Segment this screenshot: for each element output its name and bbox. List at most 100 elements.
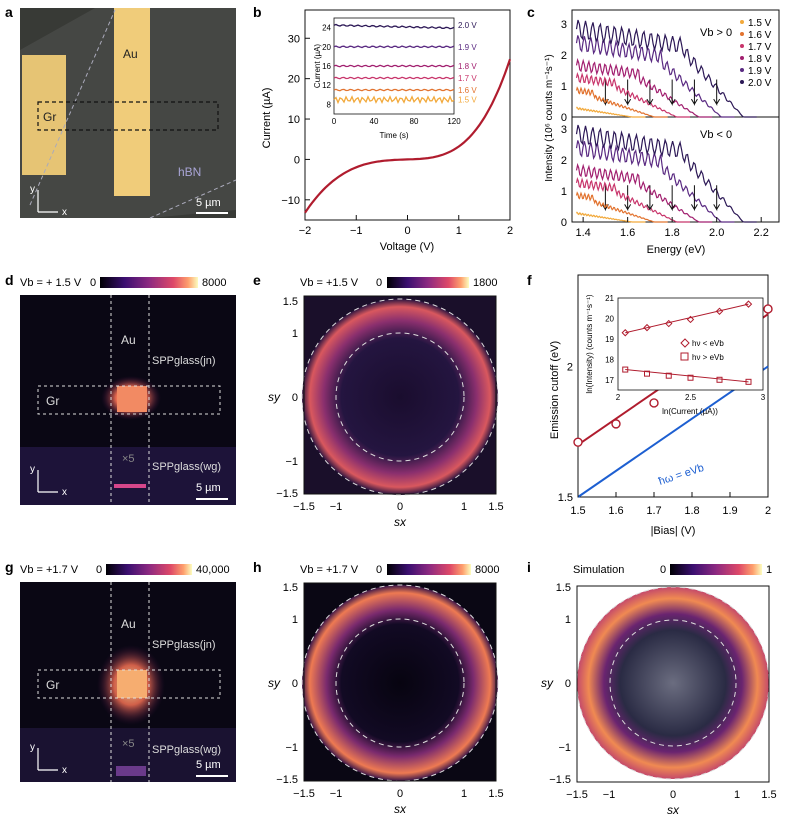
legend-c: 1.6 V (748, 30, 772, 41)
ytick-k: −1 (285, 456, 298, 468)
inset-ytick-f: 21 (605, 294, 614, 303)
xtick-f: 2 (765, 505, 771, 517)
ytick-b: 0 (294, 154, 300, 166)
gr-label-d: Gr (46, 394, 59, 408)
axis-frame-f (577, 274, 769, 498)
inset-point-f (716, 376, 723, 383)
panel-label-h: h (253, 559, 262, 575)
colorbar-g (106, 564, 192, 575)
spectrum-c (575, 106, 646, 118)
ytick-k: 1.5 (283, 582, 298, 594)
ytick-k: −1.5 (549, 774, 571, 786)
cbar-max-d: 8000 (202, 277, 226, 289)
xtick-k: 1.5 (761, 789, 776, 801)
xtick-b: −1 (350, 225, 363, 237)
ytick-k: 1 (565, 614, 571, 626)
spp2-label-g: SPPglass(wg) (152, 744, 221, 756)
inset-trace-b (333, 94, 455, 105)
cutoff-point (573, 437, 583, 447)
inset-xtick-f: 2.5 (685, 393, 697, 402)
ytick-f: 1.5 (558, 492, 573, 504)
xtick-b: 2 (507, 225, 513, 237)
xtick-k: 1.5 (488, 501, 503, 513)
inset-point-f (744, 300, 753, 308)
panel-i: i Simulation 0 1 −1.5 −1.5 −1 −1 0 0 1 1 1.5 1.5 s… (527, 559, 777, 817)
spectrum-c (575, 211, 646, 223)
cbar-min-e: 0 (376, 277, 382, 289)
legend-c: 2.0 V (748, 78, 772, 89)
inset-point-f (665, 372, 672, 379)
ylabel-k: sy (268, 676, 281, 690)
inset-trace-b (333, 76, 455, 80)
scale-bar-label: 5 µm (196, 197, 221, 209)
ytick-c: 1 (561, 186, 567, 198)
legend1-f: hν < eVb (692, 339, 724, 348)
ytick-c: 3 (561, 19, 567, 31)
spp2-label-d: SPPglass(wg) (152, 461, 221, 473)
inset-series-label-b: 1.5 V (458, 96, 477, 105)
xtick-f: 1.9 (722, 505, 737, 517)
colorbar-i (670, 564, 762, 575)
inset-trace-b (333, 88, 455, 92)
inset-ytick-b: 12 (322, 81, 331, 90)
xtick-k: −1 (603, 789, 616, 801)
gr-label-g: Gr (46, 678, 59, 692)
axis-x-label-g: x (62, 765, 67, 776)
colorbar-h (387, 564, 471, 575)
cbar-min-h: 0 (376, 564, 382, 576)
vb-label-g: Vb = +1.7 V (20, 564, 79, 576)
xtick-k: 1 (461, 501, 467, 513)
xtick-k: 0 (670, 789, 676, 801)
cutoff-point (763, 304, 773, 314)
inset-ytick-f: 18 (605, 355, 614, 364)
hbn-label: hBN (178, 165, 201, 179)
k-space-sim-i (577, 587, 769, 779)
xtick-k: −1 (330, 788, 343, 800)
gr-label: Gr (43, 110, 56, 124)
inset-ytick-b: 24 (322, 24, 331, 33)
xtick-b: 1 (456, 225, 462, 237)
xtick-k: 0 (397, 788, 403, 800)
k-space-image-e (302, 299, 498, 495)
ytick-b: 30 (288, 33, 300, 45)
spectrum-c (575, 124, 757, 223)
vb-label-e: Vb = +1.5 V (300, 277, 359, 289)
inset-point-f (643, 323, 651, 332)
ytick-k: 1 (292, 328, 298, 340)
axis-y-label-g: y (30, 742, 35, 753)
cbar-min-d: 0 (90, 277, 96, 289)
ytick-c: 2 (561, 155, 567, 167)
legend-c: 1.5 V (748, 18, 772, 29)
ytick-k: 1.5 (283, 296, 298, 308)
panel-label-g: g (5, 559, 14, 575)
ytick-b: 10 (288, 114, 300, 126)
c-bottom-label: Vb < 0 (700, 129, 732, 141)
inset-xtick-b: 0 (332, 117, 337, 126)
panel-d: d Vb = + 1.5 V 0 8000 Au Gr SPPglass(jn)… (5, 272, 236, 505)
xtick-c: 1.6 (620, 227, 635, 239)
panel-label-i: i (527, 559, 531, 575)
panel-label-f: f (527, 272, 532, 288)
inset-xtick-b: 40 (370, 117, 379, 126)
spectrum-c (575, 71, 690, 118)
inset-xtick-b: 80 (410, 117, 419, 126)
ytick-k: −1.5 (276, 774, 298, 786)
xtick-c: 1.8 (665, 227, 680, 239)
panel-h: h Vb = +1.7 V 0 8000 −1.5 −1.5 −1 −1 0 0 1 1 1.5… (253, 559, 504, 816)
au-label: Au (123, 47, 138, 61)
ylabel-b: Current (µA) (261, 88, 273, 149)
xtick-k: 1.5 (488, 788, 503, 800)
ytick-k: 0 (292, 392, 298, 404)
spp1-label-d: SPPglass(jn) (152, 355, 216, 367)
inset-xtick-b: 120 (447, 117, 461, 126)
ytick-k: 0 (292, 678, 298, 690)
ylabel-c: Intensity (10⁶ counts m⁻¹s⁻¹) (544, 54, 555, 182)
legend2-f: hν > eVb (692, 353, 724, 362)
inset-point-f (687, 374, 694, 381)
inset-series-label-b: 2.0 V (458, 21, 477, 30)
xtick-f: 1.8 (684, 505, 699, 517)
vb-label-h: Vb = +1.7 V (300, 564, 359, 576)
inset-series-label-b: 1.9 V (458, 43, 477, 52)
inset-point-f (621, 329, 629, 337)
